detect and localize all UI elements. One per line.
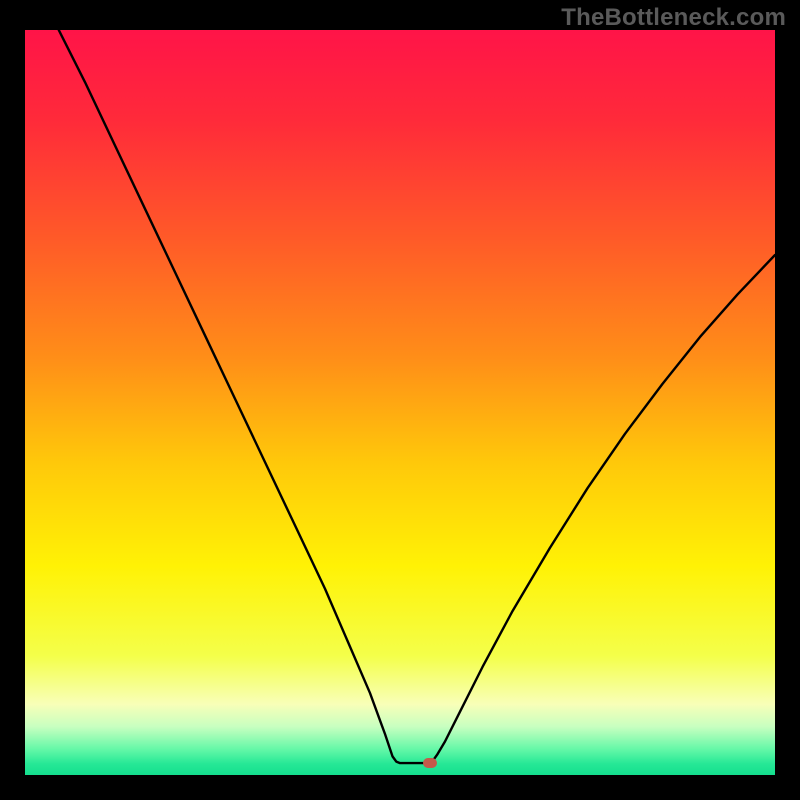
bottleneck-curve [25,30,775,775]
plot-area [25,30,775,775]
watermark-text: TheBottleneck.com [561,4,786,32]
chart-frame: TheBottleneck.com [0,0,800,800]
optimal-point-marker [423,758,437,768]
